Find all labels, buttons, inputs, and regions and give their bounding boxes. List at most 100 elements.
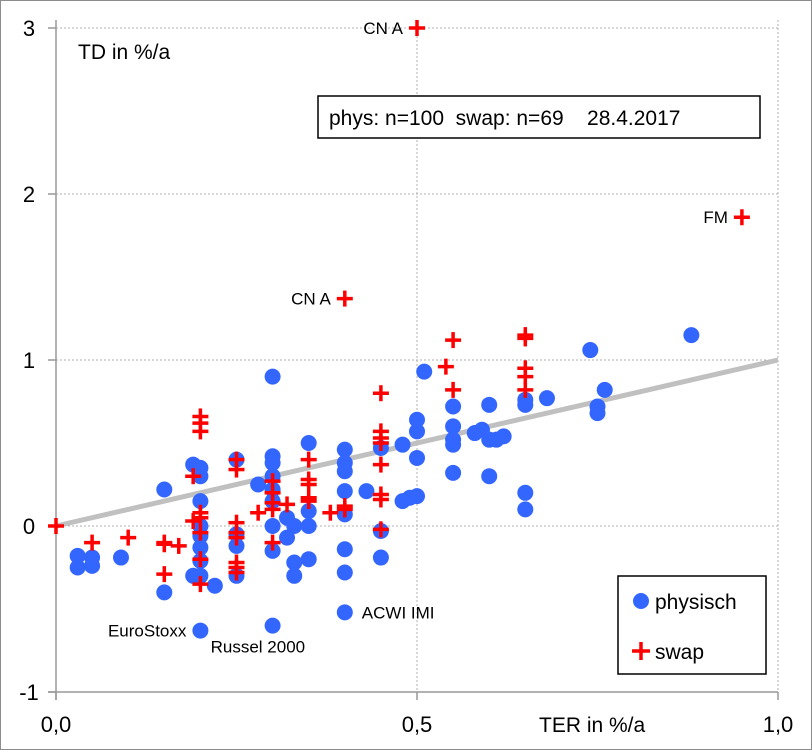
point-physisch [336,463,353,480]
point-physisch [517,484,534,501]
point-physisch [228,537,245,554]
point-physisch [286,567,303,584]
point-swap [228,529,245,546]
point-physisch [185,567,202,584]
info-box-frame [317,95,761,139]
point-physisch [481,396,498,413]
point-physisch [409,449,425,466]
point-physisch [445,398,462,415]
point-label: Russel 2000 [211,638,306,657]
point-physisch [69,547,86,564]
point-swap [264,501,281,518]
x-axis-title: TER in %/a [539,714,646,737]
point-physisch [394,436,411,453]
point-swap [336,290,353,307]
point-physisch [264,617,281,634]
point-physisch [264,542,281,559]
point-swap [156,566,173,583]
point-swap [192,423,209,440]
series-swap [48,20,750,593]
legend-plus-icon [632,642,650,660]
point-swap [84,534,101,551]
point-physisch [300,435,317,451]
point-swap [120,529,137,546]
point-physisch [336,541,353,558]
point-swap [185,513,202,530]
point-physisch [192,622,209,639]
point-physisch [538,390,555,407]
trendline [55,357,779,529]
point-physisch [495,428,512,445]
point-physisch [300,503,317,520]
point-swap [300,493,317,510]
series-physisch [69,327,700,639]
point-physisch [336,483,353,500]
point-physisch [683,327,700,344]
point-physisch [445,418,462,435]
point-swap [336,501,353,518]
point-physisch [517,501,534,518]
point-physisch [84,557,101,574]
point-label: EuroStoxx [108,622,187,641]
point-physisch [336,564,353,581]
y-tick-label: 2 [23,182,35,207]
y-tick-label: 3 [23,16,35,41]
point-swap [228,461,245,478]
point-physisch [372,549,389,566]
info-box: phys: n=100 swap: n=69 28.4.2017 [317,95,761,139]
point-swap [264,534,281,551]
point-physisch [206,577,223,594]
point-swap [48,518,64,534]
point-physisch [264,518,281,534]
point-swap [192,576,209,593]
point-physisch [358,483,375,500]
point-physisch [192,539,209,556]
point-swap [300,451,317,468]
info-box-text: phys: n=100 swap: n=69 28.4.2017 [329,107,680,130]
point-swap [185,468,202,485]
point-swap [192,551,209,568]
point-physisch [409,423,425,440]
point-swap [372,491,389,508]
x-tick-label: 0,5 [402,712,433,737]
point-swap [279,496,296,513]
axes [48,20,779,700]
legend: physisch swap [617,575,767,675]
point-annotations: EuroStoxx Russel 2000 ACWI IMI CN A CN A FM [108,19,728,657]
point-swap [517,381,534,398]
point-physisch [69,559,86,576]
point-swap [517,330,534,347]
legend-label-swap: swap [655,641,704,664]
point-physisch [589,405,606,422]
point-label: ACWI IMI [362,603,435,622]
point-physisch [416,363,433,380]
point-physisch [409,488,425,505]
y-tick-label: 0 [23,514,35,539]
point-swap [372,385,389,402]
point-physisch [156,584,173,601]
point-swap [322,504,339,521]
point-physisch [300,551,317,568]
point-physisch [264,454,281,471]
point-swap [733,209,750,226]
point-swap [192,509,209,526]
point-physisch [517,396,534,413]
point-label: CN A [363,19,403,38]
point-swap [409,20,425,36]
y-axis-title: TD in %/a [78,41,171,64]
point-swap [250,504,267,521]
x-tick-label: 0,0 [41,712,72,737]
point-physisch [336,604,353,621]
point-swap [192,524,209,541]
point-physisch [286,554,303,571]
point-label: CN A [291,290,331,309]
trendline-line [55,357,779,529]
point-physisch [481,468,498,485]
point-physisch [192,493,209,510]
point-swap [156,534,173,551]
point-physisch [156,481,173,498]
point-physisch [112,549,129,566]
point-swap [372,435,389,451]
